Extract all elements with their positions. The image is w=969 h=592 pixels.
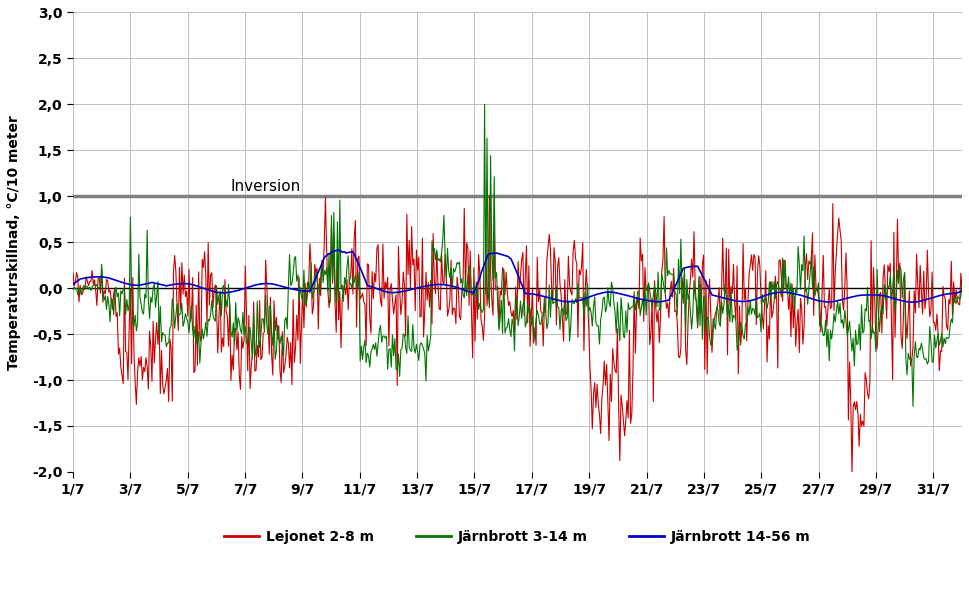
- Lejonet 2-8 m: [728, 261, 739, 268]
- Lejonet 2-8 m: [956, 286, 968, 293]
- Lejonet 2-8 m: [706, 349, 718, 356]
- Lejonet 2-8 m: [71, 269, 82, 276]
- Text: Inversion: Inversion: [231, 179, 301, 194]
- Line: Järnbrott 14-56 m: Järnbrott 14-56 m: [73, 250, 962, 303]
- Järnbrott 3-14 m: [71, 284, 82, 291]
- Järnbrott 3-14 m: [479, 101, 490, 108]
- Järnbrott 14-56 m: [956, 288, 968, 295]
- Järnbrott 14-56 m: [448, 283, 459, 290]
- Legend: Lejonet 2-8 m, Järnbrott 3-14 m, Järnbrott 14-56 m: Lejonet 2-8 m, Järnbrott 3-14 m, Järnbro…: [219, 525, 816, 550]
- Järnbrott 14-56 m: [332, 246, 344, 253]
- Line: Lejonet 2-8 m: Lejonet 2-8 m: [73, 195, 962, 472]
- Lejonet 2-8 m: [484, 192, 495, 199]
- Lejonet 2-8 m: [846, 468, 858, 475]
- Y-axis label: Temperaturskillnad, °C/10 meter: Temperaturskillnad, °C/10 meter: [7, 115, 21, 369]
- Järnbrott 3-14 m: [447, 284, 458, 291]
- Järnbrott 3-14 m: [956, 281, 968, 288]
- Järnbrott 14-56 m: [706, 291, 718, 298]
- Järnbrott 3-14 m: [67, 287, 78, 294]
- Järnbrott 3-14 m: [706, 340, 718, 347]
- Järnbrott 3-14 m: [907, 403, 919, 410]
- Järnbrott 14-56 m: [728, 297, 739, 304]
- Järnbrott 14-56 m: [67, 281, 78, 288]
- Järnbrott 14-56 m: [482, 254, 493, 261]
- Lejonet 2-8 m: [67, 269, 78, 276]
- Lejonet 2-8 m: [447, 311, 458, 318]
- Line: Järnbrott 3-14 m: Järnbrott 3-14 m: [73, 104, 962, 406]
- Järnbrott 3-14 m: [728, 311, 739, 318]
- Järnbrott 3-14 m: [192, 340, 203, 348]
- Järnbrott 14-56 m: [71, 278, 82, 285]
- Järnbrott 14-56 m: [906, 299, 918, 306]
- Järnbrott 14-56 m: [192, 282, 203, 289]
- Lejonet 2-8 m: [480, 230, 491, 237]
- Järnbrott 3-14 m: [482, 135, 493, 142]
- Lejonet 2-8 m: [192, 362, 203, 369]
